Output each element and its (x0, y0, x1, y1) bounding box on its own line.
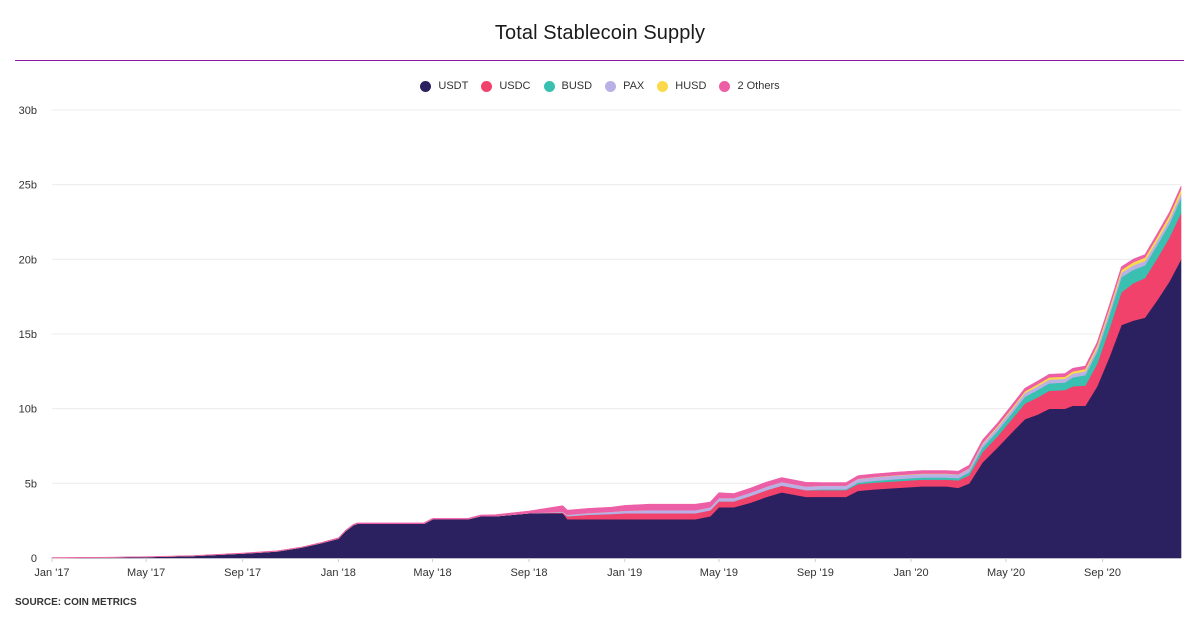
x-tick-label: Jan '20 (894, 567, 929, 579)
legend-label-husd: HUSD (675, 80, 707, 92)
y-tick-label: 30b (19, 105, 37, 117)
legend-label-others: 2 Others (737, 80, 780, 92)
x-tick-label: Sep '20 (1084, 567, 1121, 579)
x-tick-label: May '19 (700, 567, 738, 579)
area-series-2-others (51, 185, 1182, 559)
legend-label-usdc: USDC (499, 80, 531, 92)
legend-swatch-others (719, 80, 731, 92)
x-tick-label: Jan '18 (321, 567, 356, 579)
legend-label-usdt: USDT (438, 80, 469, 92)
legend-swatch-busd (543, 80, 555, 92)
legend-swatch-pax (605, 80, 617, 92)
x-tick-label: May '18 (413, 567, 451, 579)
legend-item-pax[interactable]: PAX (605, 80, 644, 92)
y-tick-label: 5b (25, 478, 37, 490)
legend-swatch-usdc (481, 80, 493, 92)
y-tick-label: 10b (19, 404, 37, 416)
legend-item-busd[interactable]: BUSD (543, 80, 593, 92)
source-note: SOURCE: COIN METRICS (15, 597, 137, 608)
legend-label-busd: BUSD (561, 80, 593, 92)
chart-legend: USDT USDC BUSD PAX HUSD 2 Others (0, 80, 1200, 92)
y-tick-label: 15b (19, 329, 37, 341)
chart-title: Total Stablecoin Supply (494, 22, 706, 44)
legend-item-usdc[interactable]: USDC (481, 80, 531, 92)
legend-swatch-usdt (420, 80, 432, 92)
x-tick-label: Sep '17 (224, 567, 261, 579)
x-tick-label: Jan '19 (607, 567, 642, 579)
y-tick-label: 25b (19, 180, 37, 192)
y-tick-label: 0 (31, 553, 37, 565)
legend-item-husd[interactable]: HUSD (657, 80, 706, 92)
title-divider (15, 60, 1184, 61)
y-tick-label: 20b (19, 254, 37, 266)
legend-label-pax: PAX (623, 80, 645, 92)
x-tick-label: May '20 (987, 567, 1025, 579)
legend-swatch-husd (657, 80, 669, 92)
x-tick-label: Sep '18 (511, 567, 548, 579)
legend-item-usdt[interactable]: USDT (420, 80, 468, 92)
x-tick-label: Jan '17 (34, 567, 69, 579)
x-tick-label: Sep '19 (797, 567, 834, 579)
x-tick-label: May '17 (127, 567, 165, 579)
legend-item-others[interactable]: 2 Others (719, 80, 780, 92)
